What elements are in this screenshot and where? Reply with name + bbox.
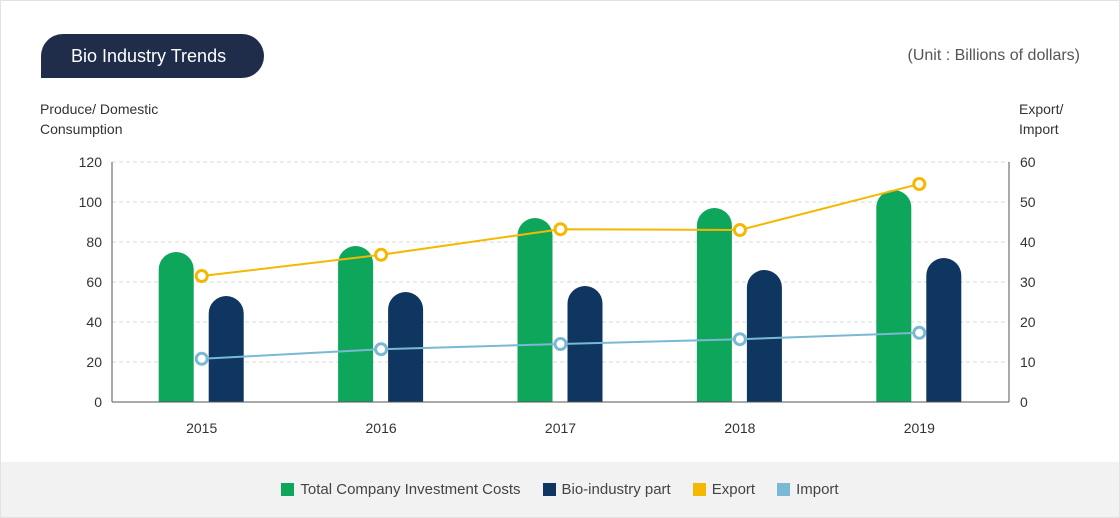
legend-label: Total Company Investment Costs — [300, 481, 521, 498]
export-point — [912, 177, 927, 191]
x-axis-tick-label: 2018 — [724, 420, 755, 436]
right-axis-tick-label: 30 — [1020, 274, 1036, 290]
bar-total-investment — [338, 246, 374, 402]
legend-item: Export — [692, 481, 756, 498]
left-axis-tick-label: 80 — [86, 234, 102, 250]
chart-title-badge: Bio Industry Trends — [41, 34, 264, 78]
left-axis-tick-label: 60 — [86, 274, 102, 290]
x-axis-tick-label: 2015 — [186, 420, 217, 436]
legend-label: Import — [796, 481, 839, 498]
right-axis-title-line2: Import — [1019, 121, 1059, 137]
right-axis-tick-label: 20 — [1020, 314, 1036, 330]
legend-item: Bio-industry part — [542, 481, 671, 498]
left-axis-tick-label: 0 — [94, 394, 102, 410]
bar-bio-industry — [926, 258, 962, 402]
left-axis-title-line2: Consumption — [40, 121, 123, 137]
import-point — [732, 332, 747, 347]
import-point — [194, 351, 209, 366]
legend: Total Company Investment Costs Bio-indust… — [1, 462, 1119, 517]
bar-bio-industry — [746, 270, 782, 402]
legend-item: Import — [777, 481, 839, 498]
bar-total-investment — [517, 218, 553, 402]
left-axis-tick-label: 40 — [86, 314, 102, 330]
right-axis-tick-label: 60 — [1020, 154, 1036, 170]
export-point — [732, 223, 747, 237]
right-axis-tick-label: 10 — [1020, 354, 1036, 370]
legend-item: Total Company Investment Costs — [281, 481, 521, 498]
import-point — [553, 337, 568, 351]
legend-swatch — [542, 483, 556, 496]
bar-bio-industry — [388, 292, 424, 402]
export-point — [374, 247, 389, 262]
left-axis-tick-label: 100 — [79, 194, 103, 210]
right-axis-tick-label: 0 — [1020, 394, 1028, 410]
right-axis-title-line1: Export/ — [1019, 101, 1064, 117]
legend-swatch — [281, 483, 295, 496]
import-point — [912, 325, 927, 340]
legend-swatch — [777, 483, 791, 496]
right-axis-title: Export/ Import — [1019, 99, 1079, 139]
bar-bio-industry — [208, 296, 244, 402]
x-axis-tick-label: 2016 — [366, 420, 397, 436]
export-point — [194, 269, 209, 283]
bar-total-investment — [158, 252, 194, 402]
bar-total-investment — [696, 208, 732, 402]
legend-label: Export — [711, 481, 756, 498]
unit-label: (Unit : Billions of dollars) — [907, 47, 1081, 64]
left-axis-title: Produce/ Domestic Consumption — [40, 99, 190, 139]
left-axis-title-line1: Produce/ Domestic — [40, 101, 159, 117]
legend-swatch — [692, 483, 706, 496]
chart-title: Bio Industry Trends — [71, 45, 227, 66]
left-axis-tick-label: 120 — [79, 154, 103, 170]
export-point — [553, 222, 568, 237]
combo-chart: 0 20 40 60 80 100 120 0 10 20 30 40 50 60 2015 2016 2017… — [79, 154, 1036, 436]
x-axis-tick-label: 2017 — [545, 420, 576, 436]
right-axis-tick-label: 40 — [1020, 234, 1036, 250]
bar-total-investment — [876, 190, 912, 402]
import-point — [374, 342, 389, 357]
right-axis-tick-label: 50 — [1020, 194, 1036, 210]
x-axis-tick-label: 2019 — [904, 420, 935, 436]
legend-label: Bio-industry part — [561, 481, 671, 498]
left-axis-tick-label: 20 — [86, 354, 102, 370]
